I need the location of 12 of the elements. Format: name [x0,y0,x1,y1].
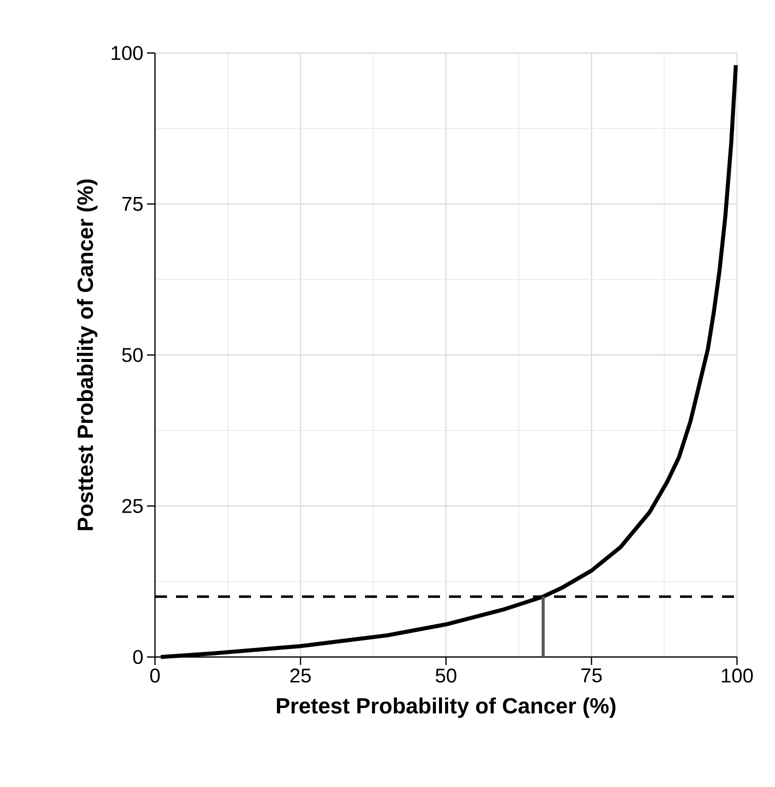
y-tick-label: 50 [122,348,143,362]
x-tick-label: 25 [290,668,311,683]
x-tick-label: 100 [722,668,753,683]
x-tick-label: 75 [581,668,602,682]
x-axis-title: Pretest Probability of Cancer (%) [276,697,616,718]
x-tick-label: 50 [436,668,456,683]
x-tick-label: 0 [150,668,160,683]
y-tick-label: 0 [133,650,143,664]
y-axis-title: Posttest Probability of Cancer (%) [76,180,98,530]
y-tick-label: 75 [122,197,143,211]
y-tick-label: 25 [122,498,143,514]
y-tick-label: 100 [112,46,143,60]
